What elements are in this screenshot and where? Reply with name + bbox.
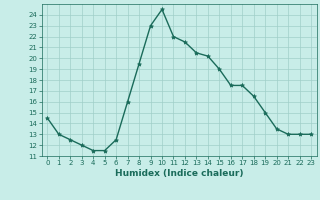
- X-axis label: Humidex (Indice chaleur): Humidex (Indice chaleur): [115, 169, 244, 178]
